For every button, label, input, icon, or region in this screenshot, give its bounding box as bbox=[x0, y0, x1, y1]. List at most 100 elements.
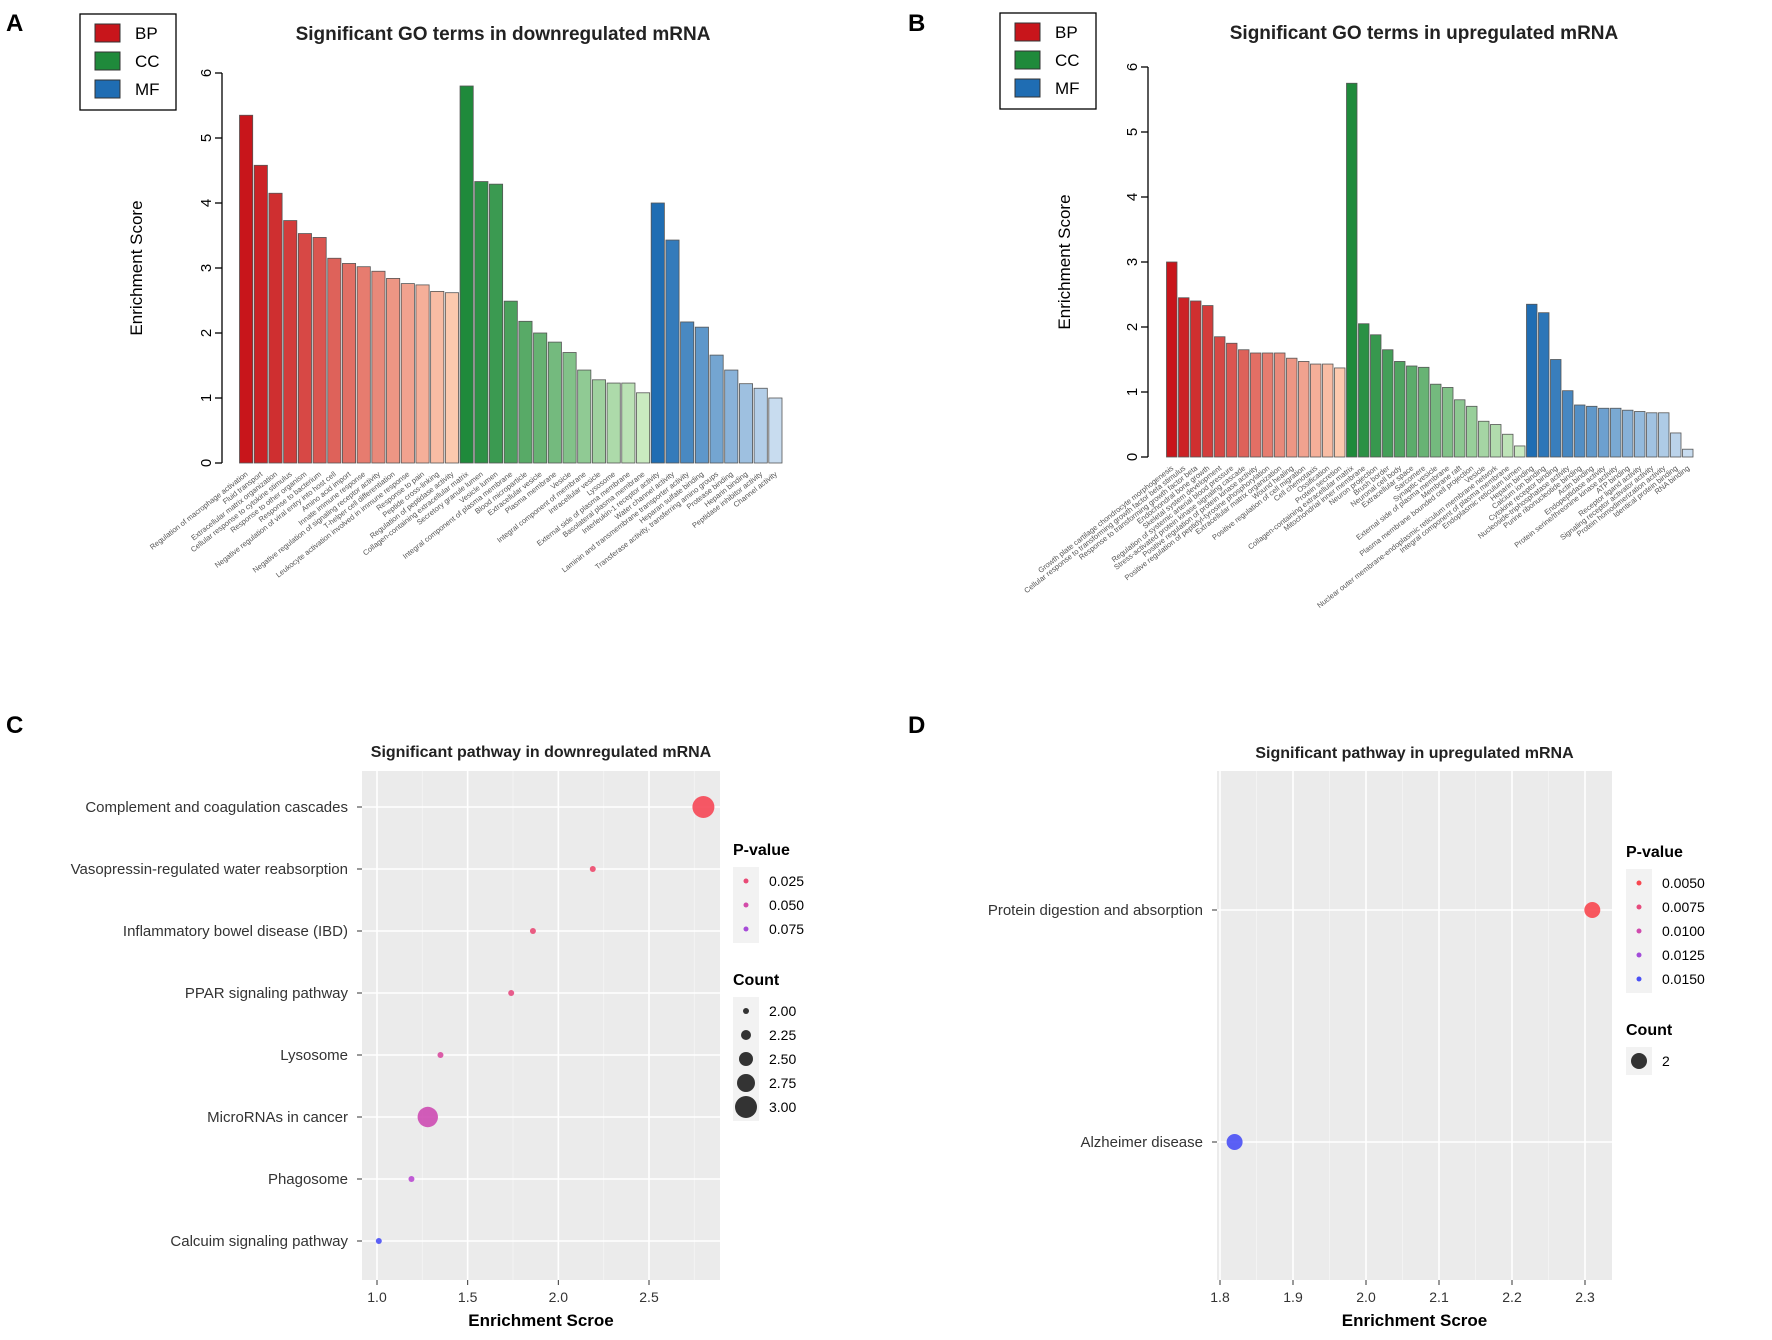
bar-mf bbox=[1658, 412, 1670, 458]
legend-pvalue-label: 0.0075 bbox=[1662, 899, 1705, 915]
y-tick-label: 4 bbox=[1124, 193, 1141, 201]
x-tick-label: 2.0 bbox=[1356, 1289, 1376, 1305]
legend-pvalue-label: 0.0125 bbox=[1662, 947, 1705, 963]
x-tick-label: 1.0 bbox=[367, 1289, 387, 1305]
bar-bp bbox=[1334, 367, 1346, 458]
bar-bp bbox=[1238, 349, 1250, 458]
bar-cc bbox=[1418, 366, 1430, 458]
x-tick-label: 2.5 bbox=[639, 1289, 659, 1305]
data-point bbox=[408, 1176, 415, 1182]
legend-box bbox=[999, 12, 1097, 110]
bar-bp bbox=[430, 290, 445, 464]
y-tick-label: 6 bbox=[198, 69, 215, 77]
bar-bp bbox=[1190, 300, 1202, 458]
bar-mf bbox=[665, 239, 680, 464]
bar-bp bbox=[342, 263, 357, 464]
y-tick-label: Lysosome bbox=[280, 1047, 348, 1064]
y-tick-label: PPAR signaling pathway bbox=[185, 985, 349, 1002]
legend-pvalue-label: 0.025 bbox=[769, 873, 804, 889]
bar-cc bbox=[1394, 361, 1406, 458]
legend-swatch-bp bbox=[94, 23, 121, 43]
legend-label: CC bbox=[135, 52, 160, 71]
legend-title-count: Count bbox=[1626, 1022, 1673, 1039]
y-tick-label: 5 bbox=[198, 134, 215, 142]
y-tick-label: MicroRNAs in cancer bbox=[207, 1109, 348, 1126]
panel-label-d: D bbox=[908, 712, 926, 739]
y-tick-label: 4 bbox=[198, 199, 215, 207]
y-tick-label: 1 bbox=[1124, 388, 1141, 396]
bar-cc bbox=[533, 332, 548, 464]
y-axis-label: Enrichment Score bbox=[127, 200, 146, 335]
bar-bp bbox=[1178, 297, 1190, 458]
legend-count-label: 2.00 bbox=[769, 1003, 796, 1019]
bar-bp bbox=[371, 270, 386, 464]
bar-cc bbox=[1502, 433, 1514, 458]
bar-mf bbox=[1634, 411, 1646, 458]
bar-bp bbox=[400, 283, 415, 464]
bar-cc bbox=[1382, 349, 1394, 458]
bar-mf bbox=[1610, 407, 1622, 458]
data-point bbox=[589, 866, 596, 872]
bar-cc bbox=[503, 300, 518, 464]
bar-cc bbox=[1430, 383, 1442, 458]
data-point bbox=[508, 990, 515, 996]
bar-cc bbox=[1478, 420, 1490, 458]
y-tick-label: Inflammatory bowel disease (IBD) bbox=[123, 923, 348, 940]
panel-label-c: C bbox=[6, 712, 24, 739]
x-axis-label: Enrichment Scroe bbox=[468, 1311, 614, 1330]
y-tick-label: Phagosome bbox=[268, 1171, 348, 1188]
legend-pvalue-dot bbox=[1636, 976, 1642, 982]
legend-swatch-mf bbox=[1014, 78, 1041, 98]
bar-mf bbox=[1550, 359, 1562, 458]
bar-bp bbox=[415, 284, 430, 464]
bar-cc bbox=[1358, 323, 1370, 458]
bar-mf bbox=[1670, 432, 1682, 458]
legend-label: CC bbox=[1055, 51, 1080, 70]
legend-pvalue-dot bbox=[1636, 952, 1642, 958]
legend-pvalue-label: 0.050 bbox=[769, 897, 804, 913]
bar-mf bbox=[650, 202, 665, 464]
y-tick-label: Vasopressin-regulated water reabsorption bbox=[71, 861, 348, 878]
bar-bp bbox=[1226, 342, 1238, 458]
legend-swatch-cc bbox=[1014, 50, 1041, 70]
legend-title-count: Count bbox=[733, 972, 780, 989]
legend-count-label: 3.00 bbox=[769, 1099, 796, 1115]
bar-mf bbox=[1622, 409, 1634, 458]
bar-bp bbox=[356, 266, 371, 464]
x-tick-label: 1.5 bbox=[458, 1289, 478, 1305]
bar-cc bbox=[562, 352, 577, 464]
bar-cc bbox=[1442, 387, 1454, 458]
legend-pvalue-dot bbox=[743, 902, 749, 908]
legend-swatch-cc bbox=[94, 51, 121, 71]
x-tick-label: 1.9 bbox=[1283, 1289, 1303, 1305]
bar-cc bbox=[1514, 445, 1526, 458]
panel-label-b: B bbox=[908, 10, 926, 37]
x-tick-label: 2.2 bbox=[1502, 1289, 1522, 1305]
bar-cc bbox=[1346, 82, 1358, 458]
bar-mf bbox=[1646, 412, 1658, 458]
chart-title: Significant pathway in upregulated mRNA bbox=[1255, 745, 1574, 762]
y-tick-label: Protein digestion and absorption bbox=[988, 902, 1203, 919]
bar-cc bbox=[1490, 424, 1502, 458]
legend-count-dot bbox=[1631, 1053, 1647, 1069]
data-point bbox=[529, 928, 536, 934]
bar-cc bbox=[1406, 365, 1418, 458]
y-tick-label: Alzheimer disease bbox=[1080, 1134, 1203, 1151]
bar-cc bbox=[518, 320, 533, 464]
legend-count-dot bbox=[737, 1074, 755, 1092]
y-tick-label: 2 bbox=[198, 329, 215, 337]
legend-count-dot bbox=[735, 1096, 757, 1118]
legend-label: BP bbox=[1055, 23, 1078, 42]
legend-pvalue-dot bbox=[1636, 904, 1642, 910]
bar-bp bbox=[1286, 357, 1298, 458]
legend-count-dot bbox=[743, 1008, 749, 1014]
legend-count-label: 2.50 bbox=[769, 1051, 796, 1067]
x-tick-label: 2.1 bbox=[1429, 1289, 1449, 1305]
bar-mf bbox=[1682, 448, 1694, 458]
bar-bp bbox=[312, 237, 327, 464]
plot-background bbox=[1217, 771, 1612, 1280]
y-tick-label: Complement and coagulation cascades bbox=[85, 799, 348, 816]
y-tick-label: 3 bbox=[1124, 258, 1141, 266]
legend-pvalue-dot bbox=[743, 878, 749, 884]
